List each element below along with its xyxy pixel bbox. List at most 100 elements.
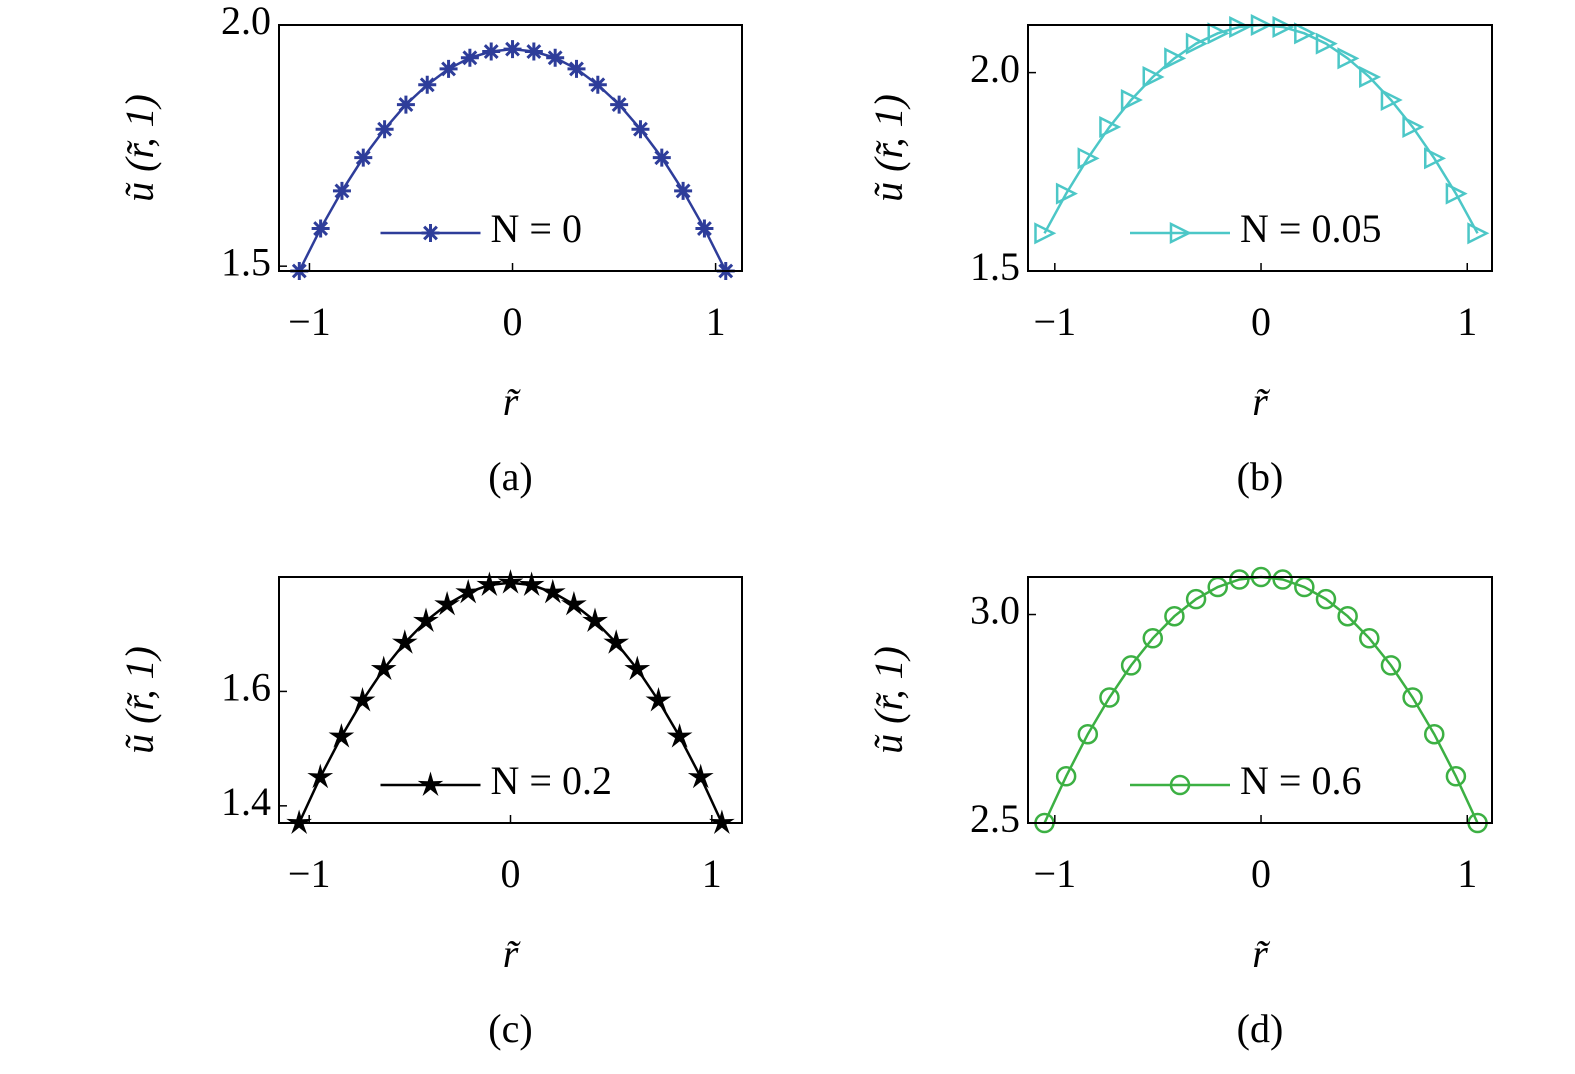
marker <box>503 40 522 59</box>
panel-label: (a) <box>488 454 532 499</box>
marker <box>1120 88 1143 112</box>
marker <box>1380 655 1402 676</box>
marker <box>546 48 565 67</box>
marker <box>354 148 373 167</box>
plot-area <box>286 569 735 835</box>
marker <box>328 723 355 748</box>
marker <box>1099 687 1120 708</box>
marker <box>1315 32 1338 55</box>
marker <box>418 75 437 94</box>
marker <box>286 809 313 835</box>
marker <box>695 219 714 238</box>
x-tick-label: 0 <box>1251 299 1271 344</box>
marker <box>666 723 693 748</box>
marker <box>311 219 330 238</box>
marker <box>624 655 651 681</box>
legend-label: N = 0.2 <box>491 758 612 803</box>
axes-frame <box>1027 24 1493 272</box>
series-line <box>1043 23 1479 234</box>
marker <box>1337 605 1358 627</box>
marker <box>1402 115 1425 138</box>
x-axis-label: r̃ <box>503 931 521 976</box>
marker <box>1077 723 1099 745</box>
y-tick-label: 2.5 <box>970 796 1020 841</box>
marker <box>413 607 439 632</box>
marker <box>1467 222 1490 245</box>
marker <box>524 42 543 61</box>
x-tick-label: −1 <box>1034 299 1077 344</box>
marker <box>1402 687 1423 708</box>
marker <box>1424 147 1447 170</box>
x-tick-label: −1 <box>288 299 331 344</box>
marker <box>1229 15 1252 39</box>
legend-marker <box>421 224 440 242</box>
y-tick-label: 1.4 <box>221 779 271 824</box>
y-axis-label: ũ (r̃, 1) <box>117 94 162 202</box>
x-tick-label: −1 <box>1034 851 1077 896</box>
marker <box>482 42 501 61</box>
y-axis-label: ũ (r̃, 1) <box>866 94 911 202</box>
marker <box>1142 628 1164 649</box>
marker <box>561 590 587 616</box>
marker <box>1164 605 1185 627</box>
marker <box>1272 15 1295 39</box>
x-axis-label: r̃ <box>1252 931 1270 976</box>
marker <box>539 578 566 604</box>
panel-label: (c) <box>488 1006 532 1051</box>
marker <box>1359 65 1382 88</box>
y-axis-label: ũ (r̃, 1) <box>866 646 911 754</box>
marker <box>567 59 586 78</box>
marker <box>631 120 650 139</box>
axes-frame <box>1027 576 1493 824</box>
marker <box>1142 65 1165 88</box>
axes-frame <box>278 24 743 272</box>
x-tick-label: 1 <box>702 851 722 896</box>
marker <box>497 569 524 594</box>
x-tick-label: 0 <box>503 299 523 344</box>
marker <box>332 181 351 200</box>
marker <box>460 48 479 67</box>
marker <box>1164 47 1187 70</box>
x-tick-label: 0 <box>1251 851 1271 896</box>
x-tick-label: 0 <box>501 851 521 896</box>
marker <box>588 75 607 94</box>
marker <box>1207 576 1228 598</box>
marker <box>370 655 397 681</box>
marker <box>1034 222 1057 245</box>
marker <box>603 629 630 654</box>
marker <box>396 95 415 114</box>
marker <box>1055 182 1078 205</box>
legend-marker <box>1169 774 1191 796</box>
plot-area <box>290 40 735 280</box>
marker <box>518 571 545 596</box>
y-tick-label: 1.5 <box>970 244 1020 289</box>
marker <box>687 763 714 789</box>
marker <box>645 687 672 712</box>
marker <box>1294 576 1315 598</box>
marker <box>375 120 394 139</box>
marker <box>1207 22 1230 45</box>
marker <box>610 95 629 114</box>
marker <box>455 578 482 604</box>
legend-marker <box>1169 221 1192 245</box>
marker <box>652 148 671 167</box>
marker <box>349 687 376 712</box>
marker <box>1380 88 1403 112</box>
y-tick-label: 1.5 <box>221 239 271 284</box>
marker <box>1359 628 1380 649</box>
marker <box>439 59 458 78</box>
marker <box>307 763 334 789</box>
x-tick-label: 1 <box>706 299 726 344</box>
x-tick-label: −1 <box>288 851 331 896</box>
marker <box>391 629 418 654</box>
x-axis-label: r̃ <box>503 379 521 424</box>
x-axis-label: r̃ <box>1252 379 1270 424</box>
legend-label: N = 0.6 <box>1240 758 1361 803</box>
panel-label: (b) <box>1237 454 1284 499</box>
x-tick-label: 1 <box>1457 851 1477 896</box>
marker <box>1055 766 1077 787</box>
marker <box>1272 569 1293 590</box>
y-tick-label: 2.0 <box>221 0 271 43</box>
marker <box>434 590 460 616</box>
marker <box>708 809 735 835</box>
